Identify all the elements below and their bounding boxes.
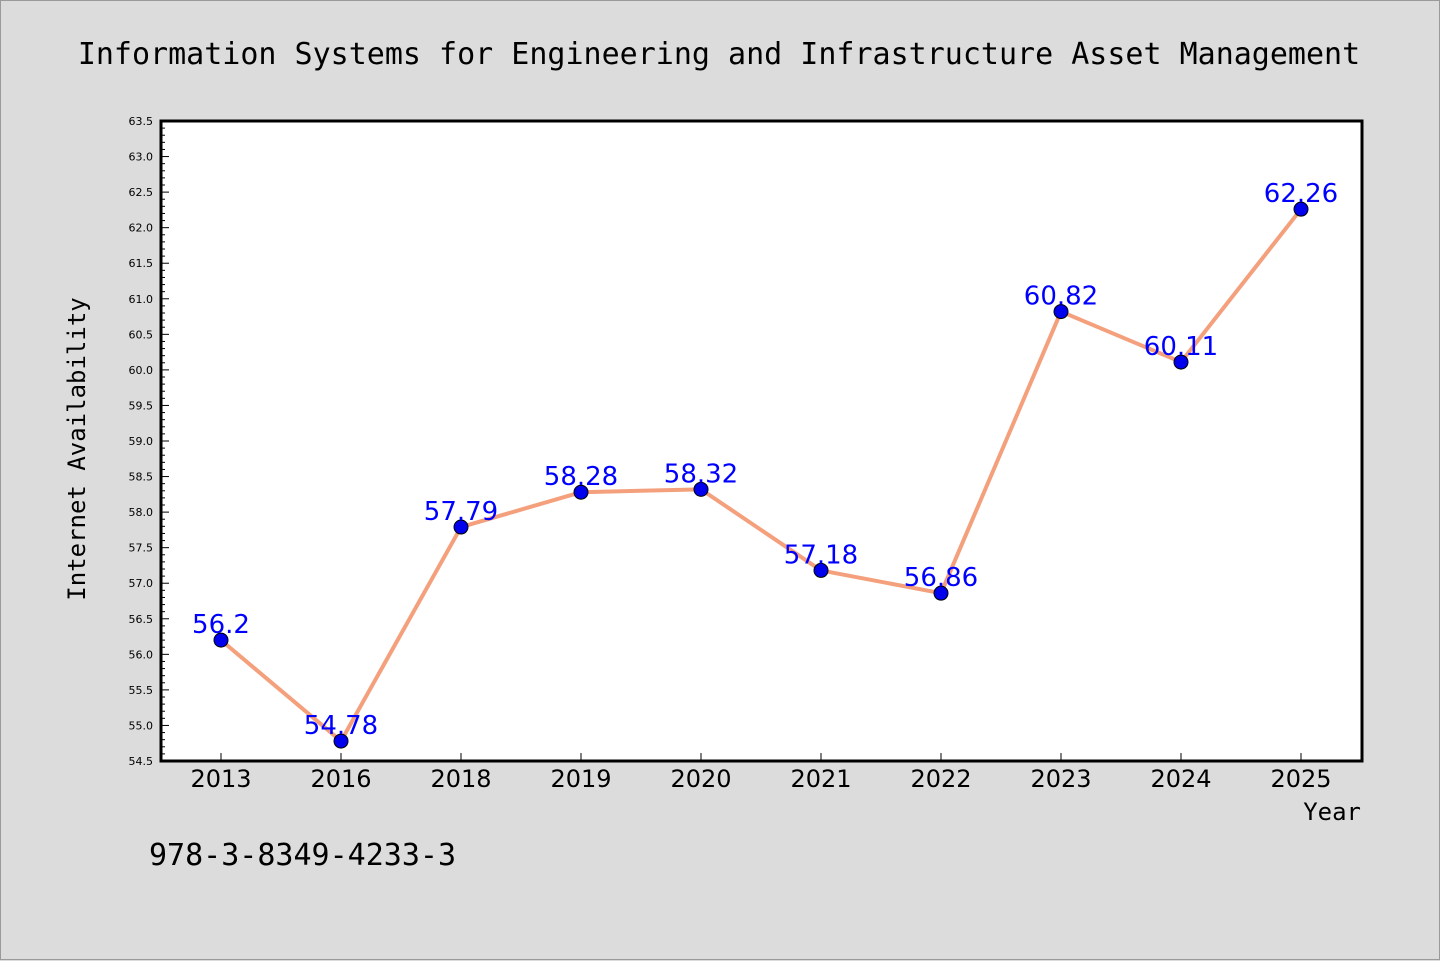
data-label: 54.78 bbox=[304, 711, 378, 741]
data-point bbox=[1053, 304, 1069, 320]
x-tick-label: 2019 bbox=[550, 765, 611, 793]
x-tick-label: 2021 bbox=[790, 765, 851, 793]
data-point bbox=[573, 484, 589, 500]
data-label: 60.11 bbox=[1144, 332, 1218, 362]
data-label: 60.82 bbox=[1024, 282, 1098, 312]
y-tick-label: 59.0 bbox=[129, 435, 154, 448]
y-tick-label: 61.0 bbox=[129, 293, 154, 306]
data-label: 57.18 bbox=[784, 540, 858, 570]
x-tick-label: 2024 bbox=[1150, 765, 1211, 793]
data-label: 56.2 bbox=[192, 610, 250, 640]
y-axis-label: Internet Availability bbox=[63, 297, 91, 600]
data-point bbox=[933, 585, 949, 601]
y-tick-label: 62.5 bbox=[129, 186, 154, 199]
x-axis: 2013 2016 2018 2019 2020 2021 2022 2023 2024 2025 bbox=[190, 753, 1332, 793]
data-label: 58.32 bbox=[664, 459, 738, 489]
y-tick-label: 61.5 bbox=[129, 257, 154, 270]
data-point bbox=[1293, 201, 1309, 217]
y-tick-label: 57.0 bbox=[129, 577, 154, 590]
data-label: 58.28 bbox=[544, 462, 618, 492]
plot-area bbox=[161, 121, 1362, 761]
y-tick-label: 58.5 bbox=[129, 471, 154, 484]
y-tick-label: 60.5 bbox=[129, 328, 154, 341]
x-tick-label: 2013 bbox=[190, 765, 251, 793]
y-tick-label: 62.0 bbox=[129, 222, 154, 235]
plot-frame bbox=[159, 119, 1364, 763]
x-tick-label: 2020 bbox=[670, 765, 731, 793]
data-point bbox=[693, 481, 709, 497]
x-tick-label: 2022 bbox=[910, 765, 971, 793]
data-point bbox=[453, 519, 469, 535]
y-tick-label: 54.5 bbox=[129, 755, 154, 768]
y-tick-label: 55.0 bbox=[129, 719, 154, 732]
data-point bbox=[333, 733, 349, 749]
x-axis-label: Year bbox=[1303, 798, 1361, 826]
data-label: 56.86 bbox=[904, 563, 978, 593]
y-tick-label: 57.5 bbox=[129, 542, 154, 555]
x-tick-label: 2016 bbox=[310, 765, 371, 793]
y-tick-label: 56.5 bbox=[129, 613, 154, 626]
series-line bbox=[219, 207, 1303, 744]
x-tick-label: 2018 bbox=[430, 765, 491, 793]
y-tick-label: 63.5 bbox=[129, 115, 154, 128]
y-tick-label: 56.0 bbox=[129, 648, 154, 661]
series-layer: 56.2 54.78 57.79 58.28 58.32 57.18 56.86 60.82 6… bbox=[192, 179, 1338, 749]
data-label: 57.79 bbox=[424, 497, 498, 527]
data-point bbox=[213, 632, 229, 648]
data-label: 62.26 bbox=[1264, 179, 1338, 209]
y-tick-label: 58.0 bbox=[129, 506, 154, 519]
y-axis: 54.5 55.0 55.5 56.0 56.5 57.0 57.5 58.0 58.5 59.0… bbox=[129, 115, 169, 768]
x-tick-label: 2025 bbox=[1270, 765, 1331, 793]
y-tick-label: 63.0 bbox=[129, 151, 154, 164]
isbn-note: 978-3-8349-4233-3 bbox=[149, 838, 456, 873]
data-point bbox=[813, 562, 829, 578]
y-tick-label: 55.5 bbox=[129, 684, 154, 697]
plot-background bbox=[161, 121, 1362, 761]
data-point bbox=[1173, 354, 1189, 370]
chart-title: Information Systems for Engineering and … bbox=[78, 37, 1360, 72]
y-tick-label: 59.5 bbox=[129, 399, 154, 412]
x-tick-label: 2023 bbox=[1030, 765, 1091, 793]
y-tick-label: 60.0 bbox=[129, 364, 154, 377]
